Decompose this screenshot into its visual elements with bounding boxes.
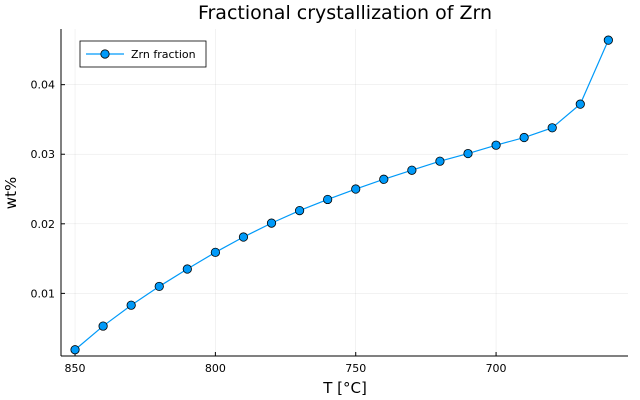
x-tick-label: 750 bbox=[345, 362, 366, 375]
series-layer bbox=[70, 35, 613, 355]
legend-marker bbox=[100, 49, 110, 59]
data-point bbox=[266, 218, 277, 228]
y-tick-label: 0.02 bbox=[31, 218, 56, 231]
data-point bbox=[519, 132, 529, 143]
data-point bbox=[154, 281, 164, 292]
data-point bbox=[379, 174, 389, 184]
data-point bbox=[210, 247, 220, 257]
legend-label: Zrn fraction bbox=[131, 48, 196, 61]
data-point bbox=[575, 99, 585, 109]
grid-layer bbox=[61, 29, 628, 356]
x-tick-label: 850 bbox=[65, 362, 86, 375]
tick-labels: 850 800 750 700 0.01 0.02 0.03 0.04 bbox=[31, 79, 507, 375]
data-point bbox=[238, 232, 249, 242]
axes-layer bbox=[60, 29, 628, 357]
data-point bbox=[351, 184, 361, 194]
data-point bbox=[70, 345, 80, 355]
data-point bbox=[407, 165, 417, 175]
x-tick-label: 700 bbox=[486, 362, 507, 375]
y-tick-label: 0.01 bbox=[31, 287, 56, 300]
data-point bbox=[323, 194, 333, 205]
x-axis-label: T [°C] bbox=[322, 379, 367, 397]
data-point bbox=[491, 140, 501, 150]
legend: Zrn fraction bbox=[79, 40, 207, 68]
data-point bbox=[294, 205, 305, 216]
series-line bbox=[74, 39, 609, 351]
y-tick-label: 0.03 bbox=[31, 148, 56, 161]
y-axis-label: wt% bbox=[2, 177, 20, 209]
y-tick-label: 0.04 bbox=[31, 79, 56, 92]
data-point bbox=[547, 123, 557, 133]
data-point bbox=[98, 321, 108, 331]
x-tick-label: 800 bbox=[205, 362, 226, 375]
chart-title: Fractional crystallization of Zrn bbox=[198, 2, 492, 24]
data-point bbox=[126, 300, 136, 310]
data-point bbox=[182, 264, 192, 274]
data-point bbox=[603, 35, 613, 45]
data-point bbox=[463, 148, 473, 159]
legend-box bbox=[79, 40, 207, 68]
data-point bbox=[435, 156, 445, 166]
